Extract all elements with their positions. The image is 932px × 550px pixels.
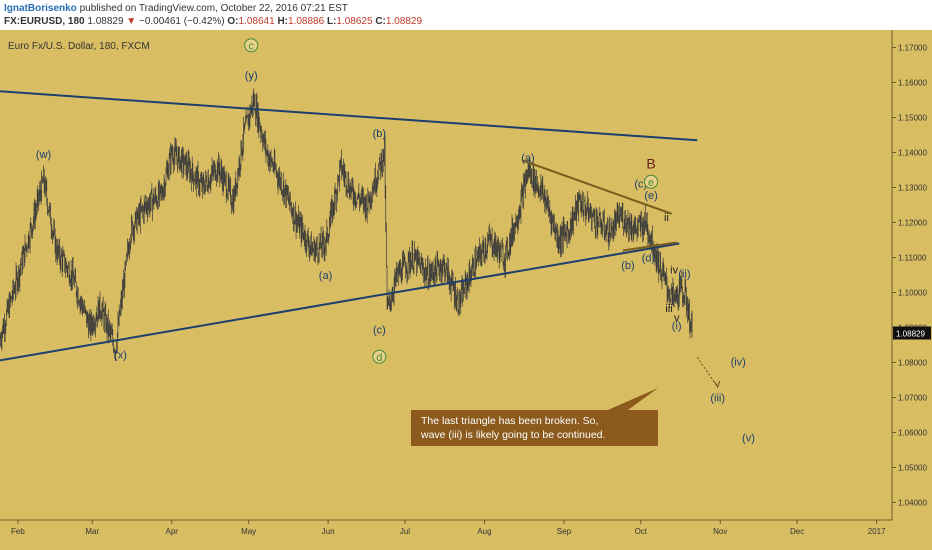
open-label: O: [227, 16, 239, 27]
y-tick-label: 1.06000 [898, 429, 927, 438]
down-arrow-icon: ▼ [126, 16, 137, 27]
low-value: 1.08625 [336, 16, 373, 27]
y-tick-label: 1.05000 [898, 464, 927, 473]
wave-label: (y) [245, 70, 258, 82]
wave-label: iii [665, 303, 672, 315]
x-tick-label: May [241, 527, 256, 536]
last-price-box [893, 326, 931, 340]
wave-label: (v) [742, 432, 755, 444]
wave-label: iv [670, 264, 678, 276]
symbol-quote-line: FX:EURUSD, 180 1.08829 ▼ −0.00461 (−0.42… [4, 16, 422, 27]
high-value: 1.08886 [288, 16, 325, 27]
price-axis: 1.17000 1.16000 1.15000 1.14000 1.13000 1.120… [0, 30, 931, 536]
y-tick-label: 1.13000 [898, 184, 927, 193]
x-tick-label: Sep [557, 527, 572, 536]
y-tick-label: 1.11000 [898, 254, 927, 263]
wave-label: d [376, 352, 382, 364]
price-chart[interactable]: 1.17000 1.16000 1.15000 1.14000 1.13000 1.120… [0, 30, 932, 550]
wave-label: (d) [642, 252, 655, 264]
y-tick-label: 1.17000 [898, 44, 927, 53]
x-tick-label: Oct [635, 527, 648, 536]
last-price: 1.08829 [87, 16, 124, 27]
high-label: H: [277, 16, 288, 27]
lower-triangle-line [0, 242, 680, 362]
wave-label: c [248, 40, 254, 52]
wave-label: (c) [634, 179, 647, 191]
trendlines [0, 90, 721, 389]
wave-circle [644, 174, 659, 189]
wave-label: ii [664, 212, 669, 224]
x-tick-label: Jun [322, 527, 335, 536]
wave-label: (c) [373, 324, 386, 336]
y-tick-label: 1.08000 [898, 359, 927, 368]
open-value: 1.08641 [238, 16, 275, 27]
candle-series [0, 88, 693, 361]
publisher-line: IgnatBorisenko published on TradingView.… [4, 3, 348, 14]
publication-header: IgnatBorisenko published on TradingView.… [0, 0, 932, 30]
upper-triangle-line [0, 90, 698, 142]
x-tick-label: 2017 [868, 527, 886, 536]
y-tick-label: 1.16000 [898, 79, 927, 88]
y-tick-label: 1.04000 [898, 499, 927, 508]
small-triangle-lower [622, 241, 677, 252]
price-change: −0.00461 (−0.42%) [138, 16, 225, 27]
wave-label: e [648, 177, 654, 189]
wave-label: (x) [114, 349, 127, 361]
x-tick-label: Dec [790, 527, 804, 536]
callout-text-line-1: The last triangle has been broken. So, [421, 415, 598, 427]
x-tick-label: Apr [166, 527, 179, 536]
wave-label: (e) [644, 190, 657, 202]
y-tick-label: 1.15000 [898, 114, 927, 123]
symbol-label: FX:EURUSD, 180 [4, 16, 85, 27]
wave-label: v [674, 313, 680, 325]
y-tick-label: 1.14000 [898, 149, 927, 158]
wave-label: (b) [373, 128, 386, 140]
callout-text-line-2: wave (iii) is likely going to be continu… [420, 429, 605, 441]
wave-circle [244, 38, 259, 53]
y-tick-label: 1.12000 [898, 219, 927, 228]
low-label: L: [326, 16, 337, 27]
wave-label: (iv) [731, 357, 746, 369]
last-price-label: 1.08829 [896, 329, 925, 338]
wave-label: (a) [319, 270, 332, 282]
x-tick-label: Jul [400, 527, 410, 536]
wave-circle [372, 349, 387, 364]
wave-labels: (w)(x)(y)c(a)(b)(c)d(a)(b)(c)(d)(e)eBiii… [36, 38, 755, 444]
callout-box: The last triangle has been broken. So, w… [411, 388, 658, 446]
wave-label: (iii) [710, 393, 725, 405]
wave-label: (ii) [678, 268, 690, 280]
x-tick-label: Aug [477, 527, 491, 536]
y-tick-label: 1.07000 [898, 394, 927, 403]
x-tick-label: Mar [85, 527, 99, 536]
chart-background [0, 30, 932, 550]
wave-label: (i) [672, 320, 682, 332]
published-text: published on TradingView.com, October 22… [79, 3, 348, 14]
wave-label: (a) [521, 152, 534, 164]
close-label: C: [375, 16, 386, 27]
close-value: 1.08829 [385, 16, 423, 27]
wave-label: (w) [36, 149, 51, 161]
chart-title: Euro Fx/U.S. Dollar, 180, FXCM [8, 41, 150, 52]
projection-arrowhead [714, 380, 721, 389]
author-link[interactable]: IgnatBorisenko [4, 3, 77, 14]
wave-label: i [658, 265, 660, 277]
wave-label: (b) [621, 260, 634, 272]
wave-label: B [646, 155, 655, 171]
callout-shape [411, 388, 658, 446]
small-triangle-upper [522, 159, 672, 215]
x-tick-label: Nov [713, 527, 727, 536]
y-tick-label: 1.10000 [898, 289, 927, 298]
x-tick-label: Feb [11, 527, 25, 536]
